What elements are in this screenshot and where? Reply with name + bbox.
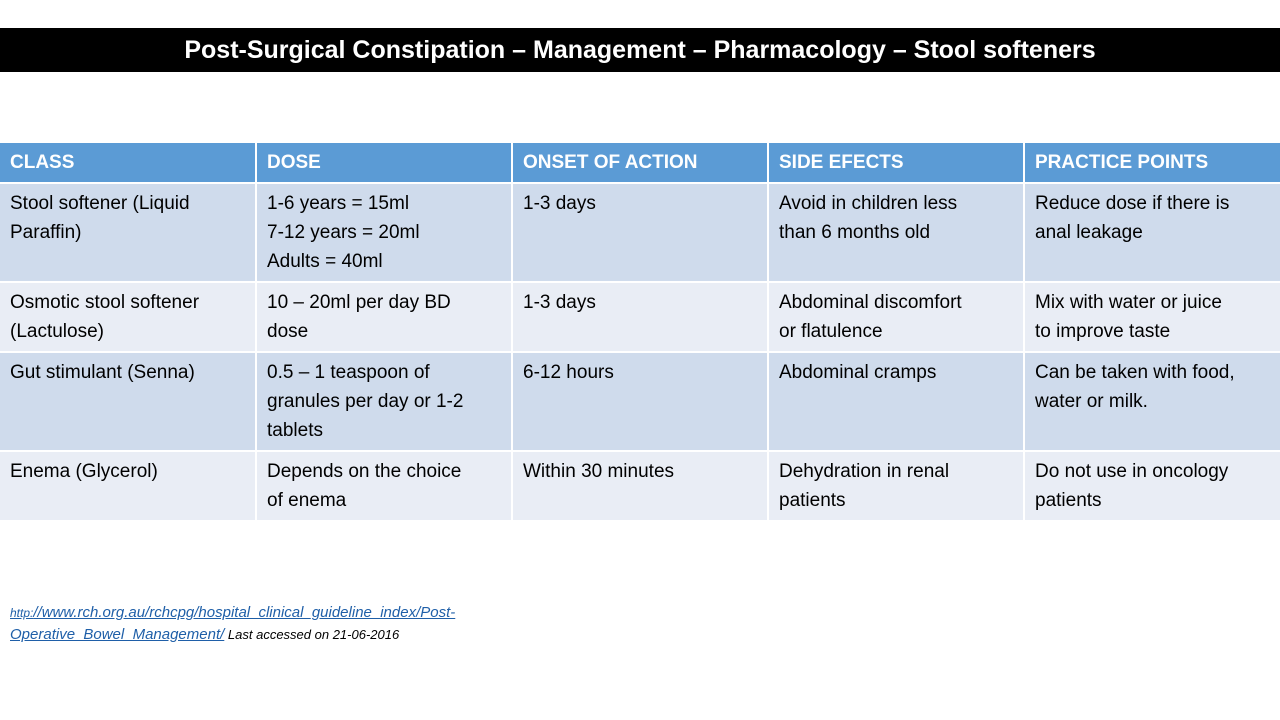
- cell-text: patients: [1035, 490, 1102, 511]
- reference-link-line2[interactable]: Operative_Bowel_Management/: [10, 626, 225, 643]
- cell-text: 1-6 years = 15ml: [267, 193, 410, 214]
- cell-text: to improve taste: [1035, 321, 1171, 342]
- header-side-effects: SIDE EFECTS: [768, 143, 1025, 184]
- cell-text: Avoid in children less: [779, 193, 958, 214]
- reference-citation: http://www.rch.org.au/rchcpg/hospital_cl…: [10, 602, 610, 646]
- reference-link-line1[interactable]: //www.rch.org.au/rchcpg/hospital_clinica…: [33, 604, 456, 621]
- cell-text: than 6 months old: [779, 222, 931, 243]
- stool-softener-table: CLASS DOSE ONSET OF ACTION SIDE EFECTS P…: [0, 143, 1280, 522]
- cell-practice-points: Do not use in oncology patients: [1024, 451, 1280, 522]
- cell-text: 7-12 years = 20ml: [267, 222, 420, 243]
- cell-text: patients: [779, 490, 846, 511]
- cell-onset: Within 30 minutes: [512, 451, 769, 522]
- cell-text: Abdominal discomfort: [779, 292, 962, 313]
- cell-class: Enema (Glycerol): [0, 451, 257, 522]
- header-class: CLASS: [0, 143, 257, 184]
- cell-text: Reduce dose if there is: [1035, 193, 1230, 214]
- cell-dose: 1-6 years = 15ml 7-12 years = 20ml Adult…: [256, 183, 513, 283]
- table-row: Gut stimulant (Senna) 0.5 – 1 teaspoon o…: [0, 352, 1280, 452]
- cell-text: Paraffin): [10, 222, 82, 243]
- cell-text: 6-12 hours: [523, 362, 614, 383]
- header-practice-points: PRACTICE POINTS: [1024, 143, 1280, 184]
- cell-class: Stool softener (Liquid Paraffin): [0, 183, 257, 283]
- cell-text: Do not use in oncology: [1035, 461, 1229, 482]
- cell-dose: 10 – 20ml per day BD dose: [256, 282, 513, 353]
- cell-side-effects: Dehydration in renal patients: [768, 451, 1025, 522]
- cell-text: or flatulence: [779, 321, 883, 342]
- cell-class: Osmotic stool softener (Lactulose): [0, 282, 257, 353]
- header-dose: DOSE: [256, 143, 513, 184]
- cell-practice-points: Can be taken with food, water or milk.: [1024, 352, 1280, 452]
- cell-practice-points: Reduce dose if there is anal leakage: [1024, 183, 1280, 283]
- cell-text: anal leakage: [1035, 222, 1143, 243]
- cell-onset: 1-3 days: [512, 282, 769, 353]
- reference-link[interactable]: http://www.rch.org.au/rchcpg/hospital_cl…: [10, 604, 455, 643]
- cell-text: water or milk.: [1035, 391, 1148, 412]
- cell-text: 0.5 – 1 teaspoon of: [267, 362, 430, 383]
- cell-text: (Lactulose): [10, 321, 104, 342]
- cell-text: Depends on the choice: [267, 461, 462, 482]
- cell-onset: 6-12 hours: [512, 352, 769, 452]
- cell-text: of enema: [267, 490, 347, 511]
- table-header-row: CLASS DOSE ONSET OF ACTION SIDE EFECTS P…: [0, 143, 1280, 184]
- cell-text: Osmotic stool softener: [10, 292, 200, 313]
- cell-dose: Depends on the choice of enema: [256, 451, 513, 522]
- cell-practice-points: Mix with water or juice to improve taste: [1024, 282, 1280, 353]
- cell-text: tablets: [267, 420, 323, 441]
- cell-onset: 1-3 days: [512, 183, 769, 283]
- cell-dose: 0.5 – 1 teaspoon of granules per day or …: [256, 352, 513, 452]
- reference-accessed-note: Last accessed on 21-06-2016: [224, 627, 400, 642]
- cell-text: dose: [267, 321, 309, 342]
- cell-text: 10 – 20ml per day BD: [267, 292, 451, 313]
- cell-text: Within 30 minutes: [523, 461, 675, 482]
- cell-side-effects: Avoid in children less than 6 months old: [768, 183, 1025, 283]
- cell-text: 1-3 days: [523, 292, 596, 313]
- cell-side-effects: Abdominal cramps: [768, 352, 1025, 452]
- cell-text: Can be taken with food,: [1035, 362, 1235, 383]
- cell-side-effects: Abdominal discomfort or flatulence: [768, 282, 1025, 353]
- cell-text: Mix with water or juice: [1035, 292, 1222, 313]
- cell-text: 1-3 days: [523, 193, 596, 214]
- cell-class: Gut stimulant (Senna): [0, 352, 257, 452]
- header-onset-of-action: ONSET OF ACTION: [512, 143, 769, 184]
- table-row: Osmotic stool softener (Lactulose) 10 – …: [0, 282, 1280, 353]
- table-row: Stool softener (Liquid Paraffin) 1-6 yea…: [0, 183, 1280, 283]
- stool-softener-table-container: CLASS DOSE ONSET OF ACTION SIDE EFECTS P…: [0, 143, 1280, 522]
- reference-link-prefix[interactable]: http:: [10, 606, 34, 620]
- cell-text: Dehydration in renal: [779, 461, 950, 482]
- cell-text: Abdominal cramps: [779, 362, 937, 383]
- slide-title: Post-Surgical Constipation – Management …: [0, 28, 1280, 72]
- cell-text: Stool softener (Liquid: [10, 193, 190, 214]
- cell-text: Gut stimulant (Senna): [10, 362, 195, 383]
- cell-text: Enema (Glycerol): [10, 461, 158, 482]
- cell-text: Adults = 40ml: [267, 251, 383, 272]
- table-row: Enema (Glycerol) Depends on the choice o…: [0, 451, 1280, 522]
- cell-text: granules per day or 1-2: [267, 391, 464, 412]
